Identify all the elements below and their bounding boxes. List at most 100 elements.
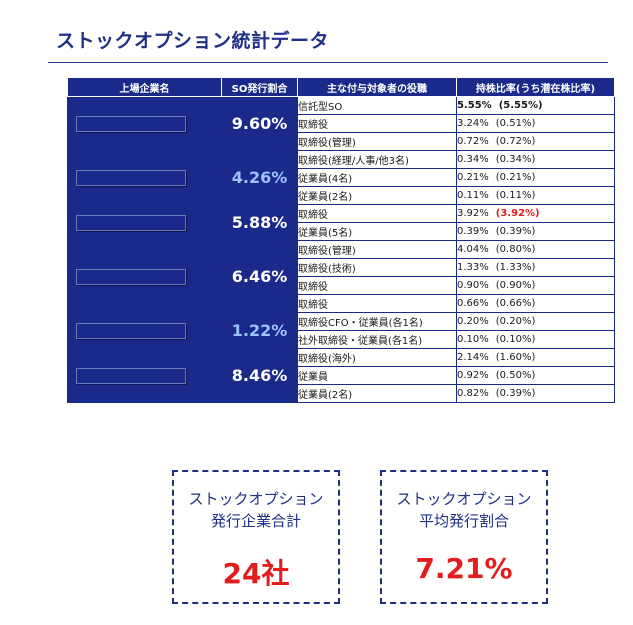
average-ratio-value: 7.21% bbox=[415, 552, 513, 585]
holding-ratio: 1.33% bbox=[457, 262, 489, 273]
average-label-line2: 平均発行割合 bbox=[418, 512, 509, 530]
average-ratio-label: ストックオプション 平均発行割合 bbox=[382, 488, 546, 532]
role-cell: 従業員 bbox=[297, 366, 457, 385]
role-cell: 取締役 bbox=[297, 114, 457, 133]
table-row: 取締役 0.66% (0.66%) bbox=[68, 294, 615, 313]
redacted-company-name bbox=[76, 268, 186, 285]
role-cell: 社外取締役・従業員(各1名) bbox=[297, 330, 457, 349]
header-holding: 持株比率(うち潜在株比率) bbox=[456, 77, 615, 97]
potential-ratio: (0.11%) bbox=[495, 190, 536, 201]
potential-ratio: (0.34%) bbox=[495, 154, 536, 165]
role-cell: 従業員(2名) bbox=[297, 186, 457, 205]
company-name-cell-redacted bbox=[67, 150, 222, 205]
company-name-cell-redacted bbox=[67, 96, 222, 151]
stock-option-table: 上場企業名 SO発行割合 主な付与対象者の役職 持株比率(うち潜在株比率) 9.… bbox=[67, 77, 615, 403]
potential-ratio: (0.72%) bbox=[495, 136, 536, 147]
table-row: 1.22% 取締役CFO・従業員(各1名) 0.20% (0.20%) bbox=[67, 312, 615, 349]
potential-ratio: (1.33%) bbox=[495, 262, 536, 273]
redacted-company-name bbox=[76, 322, 186, 339]
table-body: 9.60% 信託型SO 5.55% (5.55%) 取締役 3.24% (0.51%) 取締役… bbox=[67, 96, 615, 403]
role-cell: 従業員(5名) bbox=[297, 222, 457, 241]
redacted-company-name bbox=[76, 115, 186, 132]
table-row: 5.88% 取締役 3.92% (3.92%) bbox=[67, 204, 615, 241]
role-cell: 取締役 bbox=[297, 276, 457, 295]
average-label-line1: ストックオプション bbox=[396, 490, 532, 508]
so-ratio-cell: 4.26% bbox=[221, 150, 298, 205]
table-row: 社外取締役・従業員(各1名) 0.10% (0.10%) bbox=[68, 330, 615, 349]
company-name-cell-redacted bbox=[67, 312, 222, 349]
holding-cell: 0.34% (0.34%) bbox=[456, 150, 615, 169]
company-name-cell-redacted bbox=[67, 348, 222, 403]
role-cell: 取締役(海外) bbox=[297, 348, 457, 367]
holding-ratio: 0.20% bbox=[457, 316, 489, 327]
holding-cell: 0.90% (0.90%) bbox=[456, 276, 615, 295]
potential-ratio: (0.51%) bbox=[495, 118, 536, 129]
total-label-line1: ストックオプション bbox=[188, 490, 324, 508]
holding-cell: 0.92% (0.50%) bbox=[456, 366, 615, 385]
so-ratio-cell: 1.22% bbox=[221, 312, 298, 349]
table-row: 従業員(4名) 0.21% (0.21%) bbox=[68, 168, 615, 187]
role-cell: 取締役 bbox=[297, 204, 457, 223]
total-label-line2: 発行企業合計 bbox=[210, 512, 301, 530]
potential-ratio: (3.92%) bbox=[495, 208, 540, 219]
role-cell: 従業員(2名) bbox=[297, 384, 457, 403]
potential-ratio: (0.10%) bbox=[495, 334, 536, 345]
potential-ratio: (0.20%) bbox=[495, 316, 536, 327]
holding-cell: 0.66% (0.66%) bbox=[456, 294, 615, 313]
potential-ratio: (0.80%) bbox=[495, 244, 536, 255]
holding-ratio: 3.92% bbox=[457, 208, 489, 219]
table-row: 従業員 0.92% (0.50%) bbox=[68, 366, 615, 385]
holding-ratio: 2.14% bbox=[457, 352, 489, 363]
average-ratio-box: ストックオプション 平均発行割合 7.21% bbox=[380, 470, 548, 604]
potential-ratio: (0.50%) bbox=[495, 370, 536, 381]
table-row: 取締役(技術) 1.33% (1.33%) bbox=[68, 258, 615, 277]
holding-ratio: 0.21% bbox=[457, 172, 489, 183]
holding-ratio: 3.24% bbox=[457, 118, 489, 129]
redacted-company-name bbox=[76, 169, 186, 186]
role-cell: 取締役 bbox=[297, 294, 457, 313]
redacted-company-name bbox=[76, 367, 186, 384]
holding-cell: 0.82% (0.39%) bbox=[456, 384, 615, 403]
header-company: 上場企業名 bbox=[67, 77, 222, 97]
role-cell: 信託型SO bbox=[297, 96, 457, 115]
role-cell: 取締役(技術) bbox=[297, 258, 457, 277]
holding-ratio: 0.11% bbox=[457, 190, 489, 201]
table-row: 取締役 0.90% (0.90%) bbox=[68, 276, 615, 295]
holding-cell: 0.72% (0.72%) bbox=[456, 132, 615, 151]
holding-ratio: 0.34% bbox=[457, 154, 489, 165]
so-ratio-cell: 6.46% bbox=[221, 240, 298, 313]
holding-ratio: 0.66% bbox=[457, 298, 489, 309]
table-row: 従業員(5名) 0.39% (0.39%) bbox=[68, 222, 615, 241]
table-row: 4.26% 取締役(経理/人事/他3名) 0.34% (0.34%) bbox=[67, 150, 615, 205]
holding-cell: 3.92% (3.92%) bbox=[456, 204, 615, 223]
so-ratio-cell: 8.46% bbox=[221, 348, 298, 403]
table-row: 従業員(2名) 0.82% (0.39%) bbox=[68, 384, 615, 403]
holding-cell: 0.21% (0.21%) bbox=[456, 168, 615, 187]
holding-cell: 0.39% (0.39%) bbox=[456, 222, 615, 241]
potential-ratio: (0.21%) bbox=[495, 172, 536, 183]
role-cell: 取締役CFO・従業員(各1名) bbox=[297, 312, 457, 331]
role-cell: 従業員(4名) bbox=[297, 168, 457, 187]
holding-cell: 2.14% (1.60%) bbox=[456, 348, 615, 367]
holding-ratio: 0.90% bbox=[457, 280, 489, 291]
so-ratio-cell: 5.88% bbox=[221, 204, 298, 241]
table-row: 9.60% 信託型SO 5.55% (5.55%) bbox=[67, 96, 615, 151]
role-cell: 取締役(管理) bbox=[297, 240, 457, 259]
potential-ratio: (0.66%) bbox=[495, 298, 536, 309]
total-companies-box: ストックオプション 発行企業合計 24社 bbox=[172, 470, 340, 604]
role-cell: 取締役(経理/人事/他3名) bbox=[297, 150, 457, 169]
holding-ratio: 0.39% bbox=[457, 226, 489, 237]
holding-cell: 4.04% (0.80%) bbox=[456, 240, 615, 259]
holding-cell: 0.20% (0.20%) bbox=[456, 312, 615, 331]
potential-ratio: (0.39%) bbox=[495, 388, 536, 399]
table-row: 従業員(2名) 0.11% (0.11%) bbox=[68, 186, 615, 205]
holding-cell: 0.10% (0.10%) bbox=[456, 330, 615, 349]
holding-cell: 1.33% (1.33%) bbox=[456, 258, 615, 277]
holding-ratio: 0.92% bbox=[457, 370, 489, 381]
page-title: ストックオプション統計データ bbox=[56, 30, 330, 52]
header-ratio: SO発行割合 bbox=[221, 77, 298, 97]
holding-ratio: 0.72% bbox=[457, 136, 489, 147]
potential-ratio: (5.55%) bbox=[498, 100, 543, 111]
total-companies-value: 24社 bbox=[222, 557, 290, 590]
table-header-row: 上場企業名 SO発行割合 主な付与対象者の役職 持株比率(うち潜在株比率) bbox=[67, 77, 615, 97]
